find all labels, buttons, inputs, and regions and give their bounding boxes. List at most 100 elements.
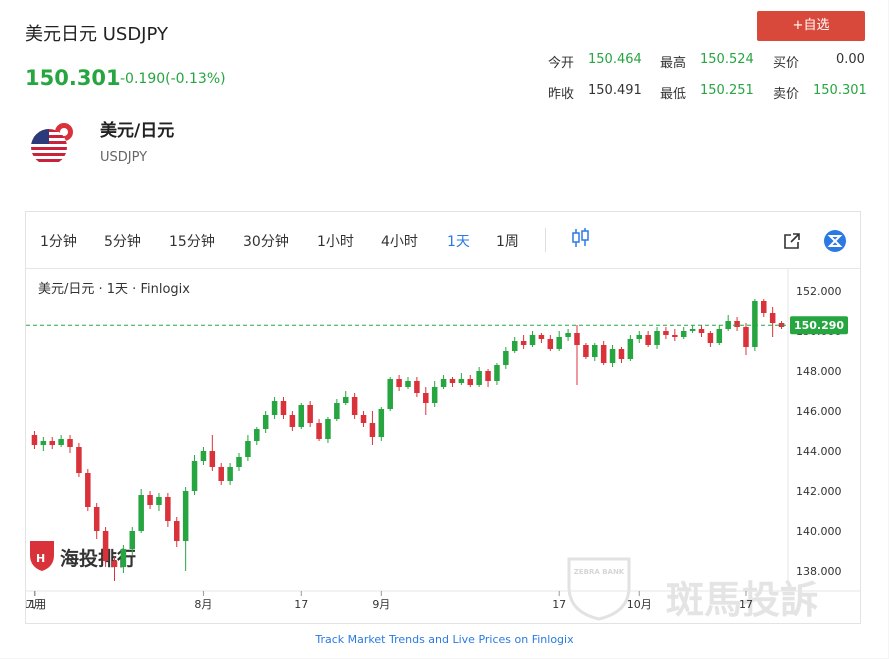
timeframe-5min[interactable]: 5分钟 xyxy=(104,234,141,250)
page-title: 美元日元 USDJPY xyxy=(25,24,168,45)
high-label: 最高 xyxy=(660,56,687,71)
candle-body xyxy=(529,335,536,345)
toolbar-divider xyxy=(545,228,546,252)
x-tick-label: 11月 xyxy=(26,598,47,611)
zebra-badge-icon xyxy=(567,557,631,621)
candle-body xyxy=(111,561,118,567)
candle-body xyxy=(520,341,527,345)
y-tick-label: 140.000 xyxy=(796,525,842,538)
candle-body xyxy=(672,335,678,337)
x-tick-label: 17 xyxy=(552,598,566,611)
y-tick-label: 144.000 xyxy=(796,445,842,458)
timeframe-1d[interactable]: 1天 xyxy=(447,234,470,250)
candle-body xyxy=(663,331,669,335)
y-tick-label: 148.000 xyxy=(796,365,842,378)
finlogix-logo-icon[interactable] xyxy=(824,230,846,252)
candle-body xyxy=(396,379,402,387)
candle-body xyxy=(600,345,607,363)
candle-body xyxy=(565,333,571,337)
candle-body xyxy=(769,313,776,323)
timeframe-1h[interactable]: 1小时 xyxy=(317,234,354,250)
candle-body xyxy=(414,381,420,393)
high-value: 150.524 xyxy=(700,52,754,67)
candle-body xyxy=(680,331,687,337)
haitou-logo-mark: H xyxy=(36,552,45,565)
candle-body xyxy=(254,429,260,441)
x-tick-label: 10月 xyxy=(627,598,652,611)
candle-body xyxy=(227,467,233,481)
candle-body xyxy=(289,415,296,427)
chart-legend: 美元/日元 · 1天 · Finlogix xyxy=(38,282,190,297)
timeframe-1w[interactable]: 1周 xyxy=(496,234,519,250)
product-name: 美元/日元 xyxy=(100,121,175,141)
bid-value: 0.00 xyxy=(836,52,865,67)
candlestick-icon[interactable] xyxy=(571,227,591,249)
candle-body xyxy=(236,457,242,467)
candle-body xyxy=(556,337,562,349)
y-tick-label: 142.000 xyxy=(796,485,842,498)
timeframe-15min[interactable]: 15分钟 xyxy=(169,234,215,250)
timeframe-1min[interactable]: 1分钟 xyxy=(40,234,77,250)
external-link-icon[interactable] xyxy=(783,232,801,250)
candle-body xyxy=(156,497,162,505)
candle-body xyxy=(494,365,500,381)
add-watchlist-button[interactable]: +自选 xyxy=(757,11,865,41)
candle-body xyxy=(360,415,367,423)
candle-body xyxy=(707,333,714,343)
candle-body xyxy=(476,371,482,385)
candle-body xyxy=(511,341,518,351)
candle-body xyxy=(574,333,580,345)
candle-body xyxy=(698,329,705,333)
candle-body xyxy=(262,415,269,429)
prev-close-label: 昨收 xyxy=(548,87,575,102)
candle-body xyxy=(743,327,749,347)
us-flag-icon xyxy=(31,123,73,165)
timeframe-30min[interactable]: 30分钟 xyxy=(243,234,289,250)
candle-body xyxy=(449,379,456,383)
candle-body xyxy=(147,495,153,505)
candle-body xyxy=(49,441,55,445)
candle-body xyxy=(645,335,651,345)
candle-body xyxy=(485,371,491,381)
candle-body xyxy=(307,405,313,423)
candle-body xyxy=(378,409,385,437)
candle-body xyxy=(592,345,598,357)
candle-body xyxy=(627,339,634,359)
current-price: 150.301 xyxy=(25,66,121,90)
candle-body xyxy=(191,461,198,491)
timeframe-toolbar: 1分钟 5分钟 15分钟 30分钟 1小时 4小时 1天 1周 xyxy=(26,212,860,269)
timeframe-4h[interactable]: 4小时 xyxy=(381,234,418,250)
candles xyxy=(31,299,785,581)
watermark-right: 斑馬投訴 xyxy=(666,578,818,622)
current-price-tag xyxy=(790,316,848,335)
candle-body xyxy=(298,405,305,427)
candle-body xyxy=(342,397,349,403)
candle-body xyxy=(31,435,38,445)
candle-body xyxy=(218,467,224,481)
candle-body xyxy=(280,401,287,415)
candle-body xyxy=(200,451,207,461)
candle-body xyxy=(636,335,643,339)
candle-body xyxy=(387,379,393,409)
open-label: 今开 xyxy=(548,56,575,71)
bid-label: 买价 xyxy=(773,56,800,71)
y-tick-label: 152.000 xyxy=(796,285,842,298)
candle-body xyxy=(734,321,740,327)
candle-body xyxy=(58,439,64,445)
candle-body xyxy=(182,491,189,541)
candle-body xyxy=(102,531,109,561)
footer-link[interactable]: Track Market Trends and Live Prices on F… xyxy=(315,633,574,646)
ask-value: 150.301 xyxy=(813,83,867,98)
candle-body xyxy=(85,473,91,507)
candle-body xyxy=(423,393,429,403)
product-symbol: USDJPY xyxy=(100,150,148,165)
low-label: 最低 xyxy=(660,87,687,102)
prev-close-value: 150.491 xyxy=(588,83,642,98)
candle-body xyxy=(334,403,340,419)
x-tick-label: 8月 xyxy=(194,598,212,611)
open-value: 150.464 xyxy=(588,52,642,67)
candle-body xyxy=(752,301,758,347)
chart-axes: 152.000150.000148.000146.000144.000142.0… xyxy=(26,269,860,611)
x-tick-label: 9月 xyxy=(372,598,390,611)
